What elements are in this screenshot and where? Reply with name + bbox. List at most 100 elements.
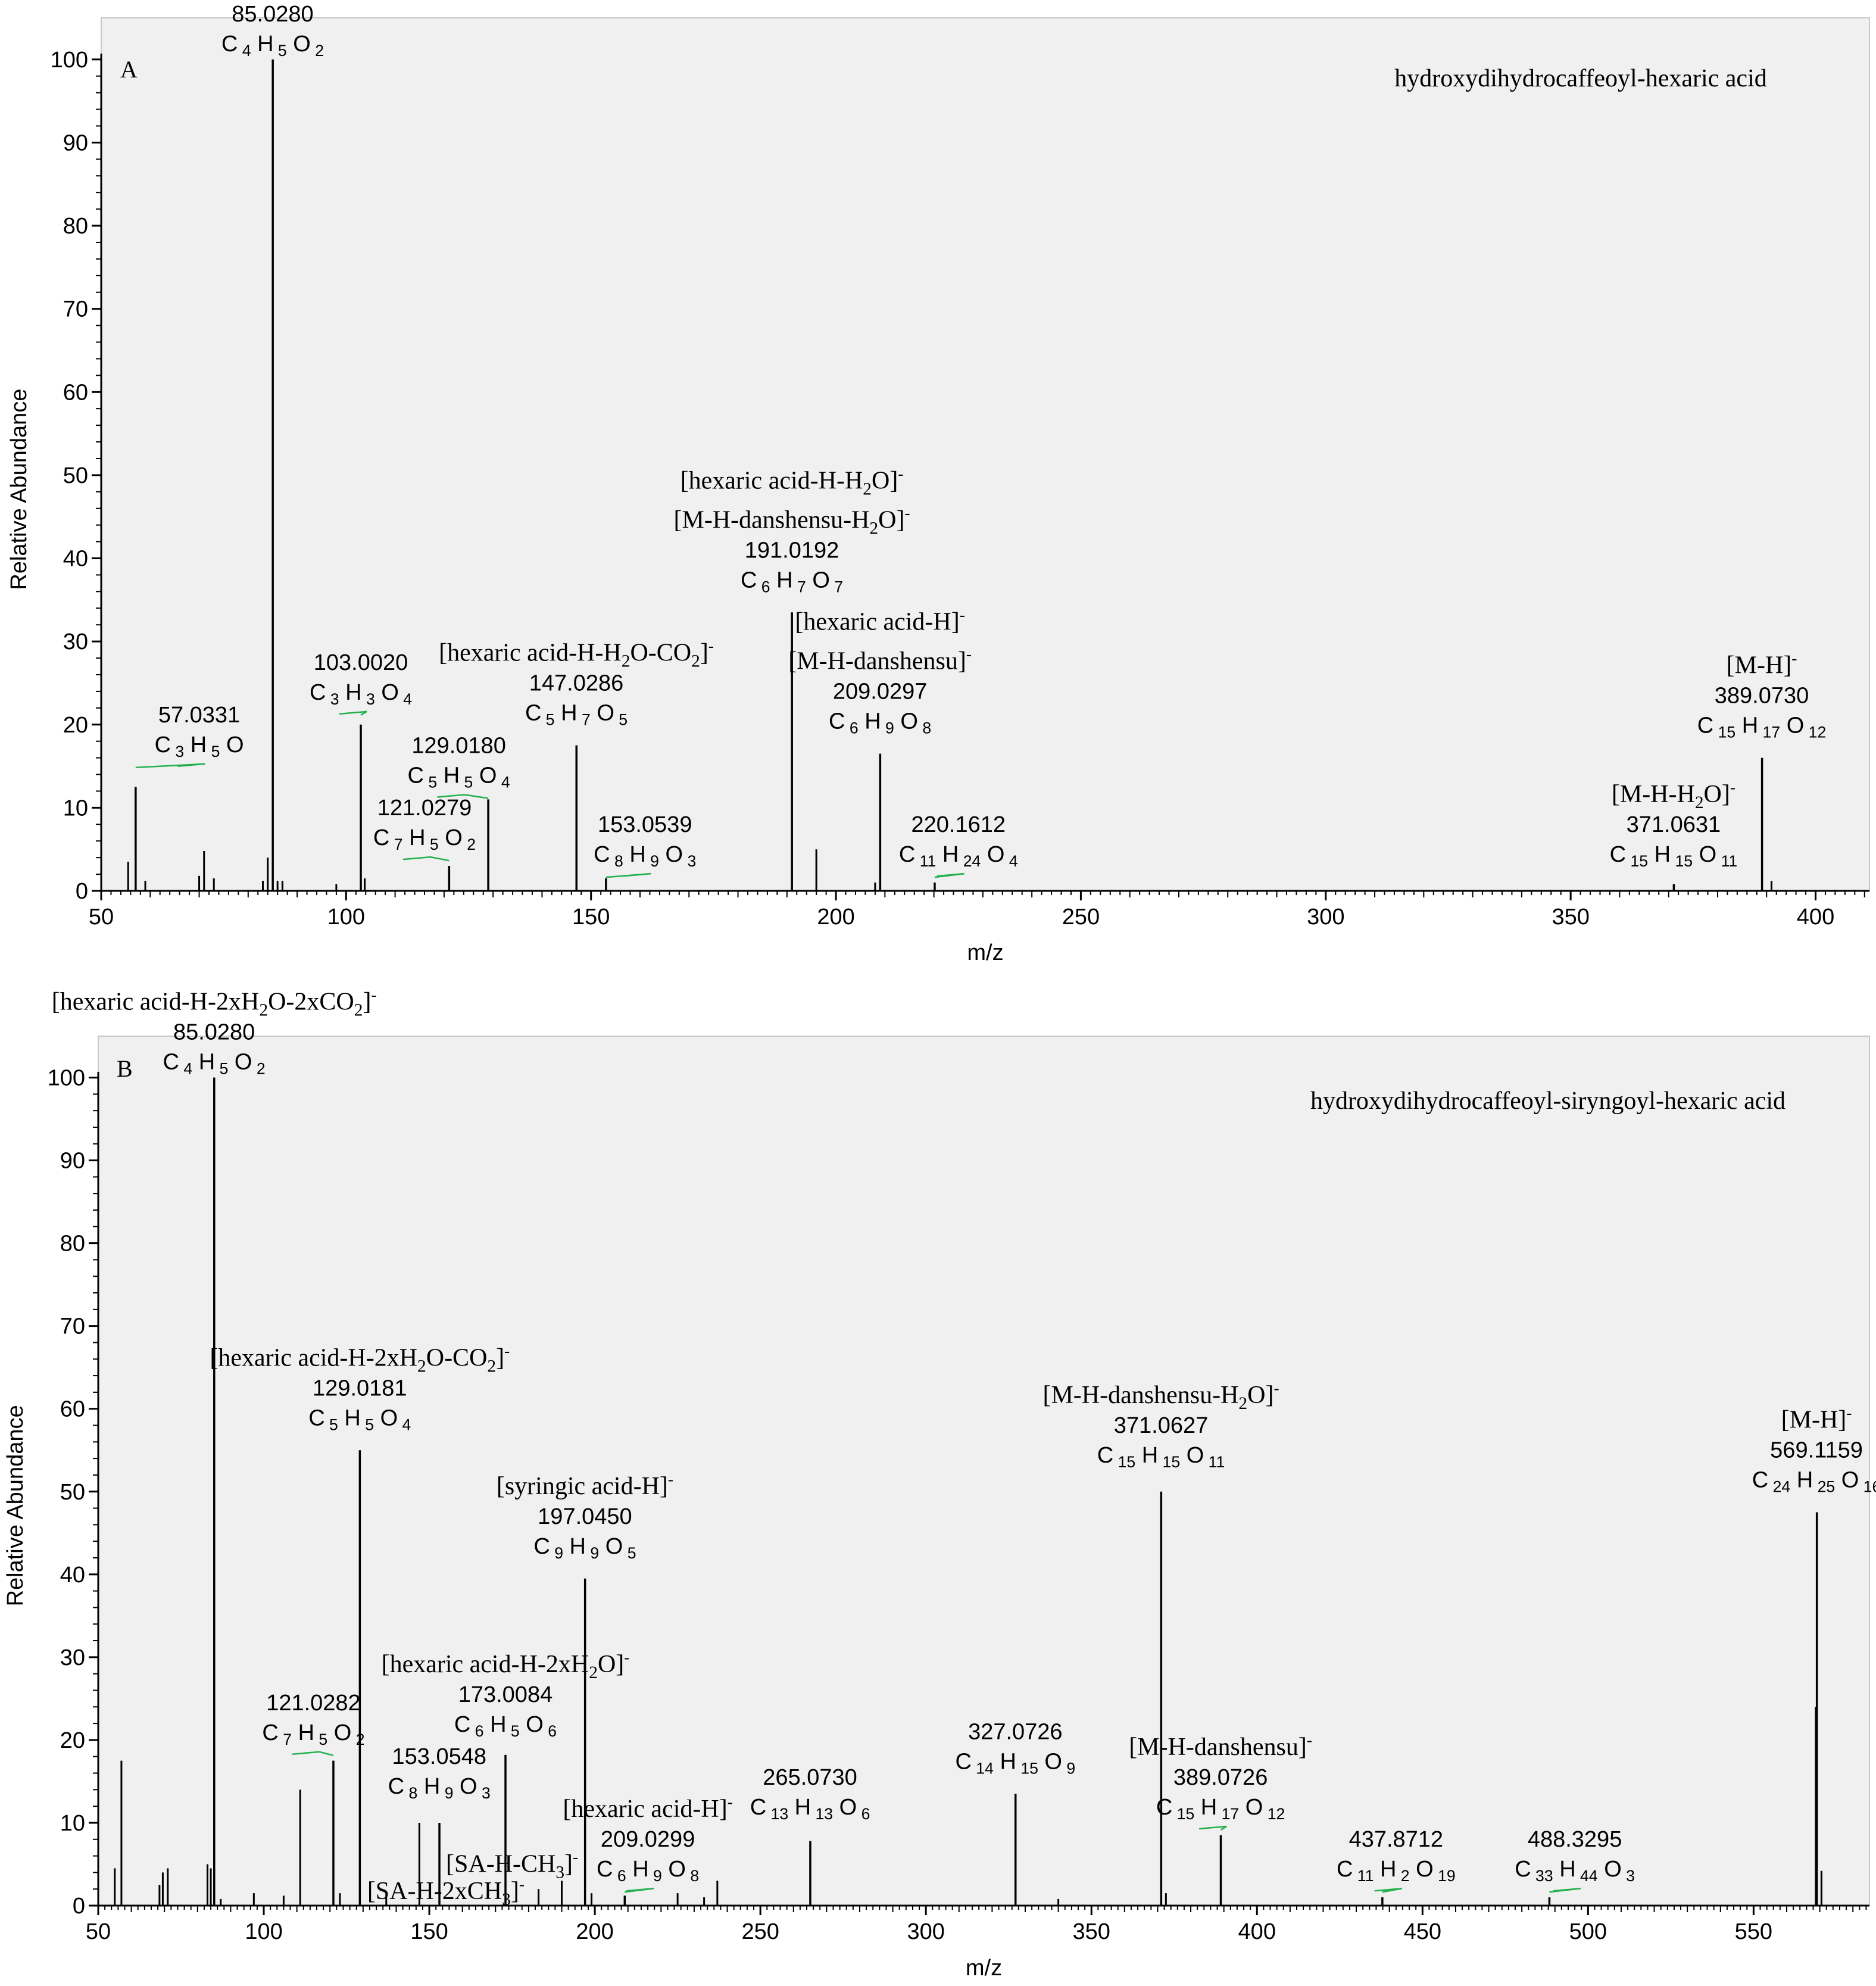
x-tick-label: 100: [245, 1919, 282, 1944]
ion-annotation: [hexaric acid-H-2xH2O-2xCO2]-: [52, 986, 377, 1020]
label-connector: [402, 856, 450, 862]
y-tick-label: 80: [60, 1231, 85, 1257]
ion-annotation: [M-H]-: [1781, 1404, 1852, 1434]
peak-mz-label: 129.0181: [313, 1376, 407, 1401]
y-tick-label: 70: [60, 1314, 85, 1339]
peak-formula: C 11 H 24 O 4: [899, 842, 1018, 870]
peak-mz-label: 389.0730: [1715, 684, 1809, 709]
panel-title: hydroxydihydrocaffeoyl-siryngoyl-hexaric…: [1310, 1087, 1786, 1115]
ion-annotation: [syringic acid-H]-: [497, 1470, 673, 1500]
ion-annotation: [M-H-danshensu-H2O]-: [673, 504, 910, 538]
peak-mz-label: 327.0726: [968, 1719, 1063, 1744]
label-connector: [1549, 1887, 1581, 1893]
peak-formula: C 14 H 15 O 9: [955, 1749, 1075, 1777]
x-tick-label: 150: [410, 1919, 448, 1944]
x-axis-label: m/z: [966, 1956, 1002, 1981]
y-tick-label: 80: [63, 214, 88, 239]
label-connector: [437, 794, 489, 799]
peak-mz-label: 389.0726: [1173, 1765, 1268, 1790]
y-tick-label: 20: [63, 713, 88, 738]
peak-mz-label: 265.0730: [763, 1765, 857, 1790]
peak-formula: C 5 H 5 O 4: [408, 763, 510, 791]
peak-mz-label: 209.0299: [601, 1827, 695, 1852]
x-tick-label: 550: [1735, 1919, 1772, 1944]
ion-annotation: [hexaric acid-H-2xH2O-2xCO2]-: [110, 0, 435, 2]
ion-annotation: [M-H-danshensu]-: [1129, 1731, 1312, 1761]
peak-mz-label: 153.0539: [598, 812, 692, 837]
ion-annotation: [hexaric acid-H-H2O]-: [681, 464, 904, 498]
ion-annotation: [M-H-danshensu]-: [788, 646, 972, 675]
panel-title: hydroxydihydrocaffeoyl-hexaric acid: [1394, 65, 1766, 92]
x-tick-label: 250: [741, 1919, 779, 1944]
plot-area: [101, 17, 1870, 891]
y-tick-label: 0: [73, 1894, 85, 1919]
x-tick-label: 350: [1552, 905, 1589, 930]
ion-annotation: [hexaric acid-H-2xH2O-CO2]-: [210, 1342, 510, 1376]
y-axis-label: Relative Abundance: [7, 389, 32, 590]
peak-formula: C 6 H 9 O 8: [597, 1857, 699, 1885]
y-tick-label: 60: [63, 380, 88, 405]
label-connector: [135, 763, 205, 769]
peak-formula: C 33 H 44 O 3: [1515, 1857, 1635, 1885]
x-tick-label: 150: [572, 905, 610, 930]
y-axis-label: Relative Abundance: [3, 1405, 28, 1606]
peak-mz-label: 371.0627: [1114, 1413, 1209, 1438]
ion-annotation: [M-H]-: [1727, 650, 1797, 679]
y-tick-label: 90: [63, 130, 88, 155]
x-tick-label: 250: [1062, 905, 1100, 930]
peak-formula: C 15 H 17 O 12: [1156, 1795, 1285, 1823]
spectrum-panel-a: 0 10 20 30 40 50 60 70 80 90 100 Relative Abundance…: [7, 0, 1870, 965]
ion-annotation: [M-H-H2O]-: [1612, 778, 1735, 812]
x-axis-label: m/z: [967, 940, 1003, 965]
peak-mz-label: 103.0020: [314, 650, 408, 675]
label-connector: [1198, 1825, 1227, 1831]
y-tick-label: 30: [60, 1645, 85, 1670]
peak-formula: C 15 H 15 O 11: [1610, 842, 1738, 870]
label-connector: [605, 872, 651, 878]
panel-letter: B: [117, 1055, 133, 1082]
x-tick-label: 400: [1797, 905, 1834, 930]
peak-formula: C 5 H 7 O 5: [525, 701, 628, 729]
peak-mz-label: 121.0279: [377, 796, 472, 821]
peak-formula: C 8 H 9 O 3: [594, 842, 696, 870]
x-tick-label: 350: [1073, 1919, 1110, 1944]
ion-annotation: [hexaric acid-H-H2O-CO2]-: [439, 637, 714, 671]
peak-mz-label: 220.1612: [912, 812, 1006, 837]
ion-annotation: [hexaric acid-H]-: [563, 1793, 732, 1823]
y-tick-label: 20: [60, 1728, 85, 1753]
peak-formula: C 4 H 5 O 2: [163, 1050, 266, 1078]
peak-mz-label: 197.0450: [538, 1504, 632, 1529]
peak-mz-label: 85.0280: [232, 2, 313, 27]
peak-formula: C 13 H 13 O 6: [750, 1795, 870, 1823]
peak-mz-label: 147.0286: [529, 671, 624, 696]
peak-mz-label: 57.0331: [158, 703, 240, 728]
peak-formula: C 8 H 9 O 3: [388, 1774, 491, 1802]
peak-formula: C 7 H 5 O 2: [262, 1720, 364, 1748]
x-tick-label: 450: [1404, 1919, 1441, 1944]
peak-mz-label: 121.0282: [266, 1691, 361, 1716]
peak-formula: C 15 H 15 O 11: [1097, 1443, 1225, 1471]
peak-formula: C 6 H 5 O 6: [454, 1712, 557, 1740]
y-tick-label: 90: [60, 1149, 85, 1174]
peak-mz-label: 488.3295: [1528, 1827, 1622, 1852]
y-tick-label: 10: [60, 1811, 85, 1836]
x-tick-label: 50: [86, 1919, 111, 1944]
peak-formula: C 11 H 2 O 19: [1337, 1857, 1456, 1885]
x-tick-label: 200: [576, 1919, 613, 1944]
x-tick-label: 100: [327, 905, 365, 930]
y-tick-label: 100: [51, 48, 88, 73]
peak-formula: C 3 H 5 O: [155, 732, 244, 760]
peak-formula: C 15 H 17 O 12: [1697, 713, 1827, 741]
x-tick-label: 500: [1569, 1919, 1607, 1944]
peak-formula: C 24 H 25 O 16: [1752, 1468, 1876, 1496]
peak-formula: C 7 H 5 O 2: [373, 825, 476, 853]
y-tick-label: 40: [63, 547, 88, 572]
peak-mz-label: 191.0192: [745, 538, 839, 563]
peak-mz-label: 129.0180: [411, 733, 506, 758]
y-tick-label: 40: [60, 1563, 85, 1588]
plot-area: [98, 1036, 1870, 1906]
ion-annotation: [SA-H-2xCH3]-: [367, 1875, 525, 1909]
ion-annotation: [M-H-danshensu-H2O]-: [1042, 1379, 1279, 1413]
peak-mz-label: 173.0084: [458, 1682, 553, 1707]
peak-formula: C 3 H 3 O 4: [310, 680, 412, 708]
